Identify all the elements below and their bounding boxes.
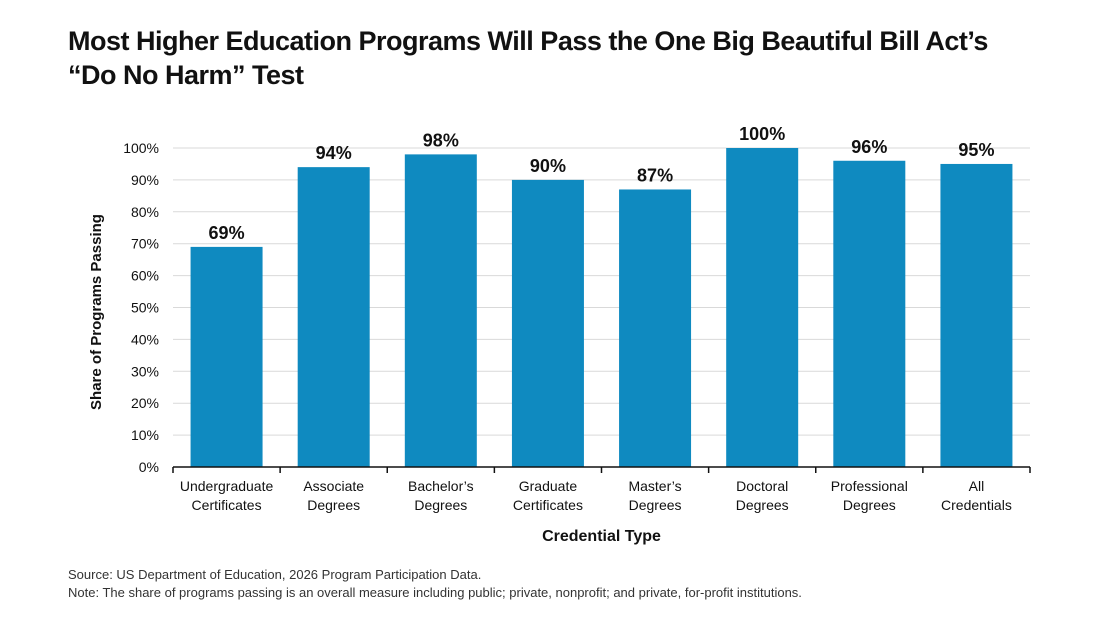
bar-chart: 0% 10% 20% 30% 40% 50% 60% 70% 80% 90% 100% Share o… [88,124,1031,545]
bar [404,154,477,467]
chart-footer: Source: US Department of Education, 2026… [68,566,802,602]
x-tick-label: Associate [303,478,364,494]
bar [833,160,906,467]
x-tick-label: Degrees [629,497,682,513]
bar-value-label: 98% [423,130,459,150]
y-tick-label: 30% [131,363,159,379]
x-tick-label: Degrees [736,497,789,513]
y-tick-label: 80% [131,204,159,220]
bar [190,246,263,467]
x-tick-label: Certificates [192,497,262,513]
x-tick-label: Degrees [414,497,467,513]
bar [940,163,1013,467]
y-tick-label: 20% [131,395,159,411]
x-tick-label: Certificates [513,497,583,513]
bar [511,179,584,467]
x-tick-label: Doctoral [736,478,788,494]
x-tick-label: Credentials [941,497,1012,513]
y-tick-label: 50% [131,300,159,316]
x-tick-label: Professional [831,478,908,494]
y-tick-label: 90% [131,172,159,188]
x-tick-label: Undergraduate [180,478,274,494]
source-note: Source: US Department of Education, 2026… [68,567,482,582]
x-tick-label: Degrees [307,497,360,513]
bar-value-label: 100% [739,124,785,144]
y-tick-label: 70% [131,236,159,252]
y-axis-title: Share of Programs Passing [88,214,105,410]
bar-value-label: 90% [530,156,566,176]
x-tick-label: Bachelor’s [408,478,474,494]
bar [297,167,370,467]
y-tick-label: 10% [131,427,159,443]
bar [726,148,799,467]
y-tick-label: 40% [131,331,159,347]
methodology-note: Note: The share of programs passing is a… [68,585,802,600]
y-tick-label: 100% [123,140,159,156]
bar-value-label: 87% [637,165,673,185]
chart-title-line-2: “Do No Harm” Test [68,60,304,90]
chart-title-line-1: Most Higher Education Programs Will Pass… [68,26,988,56]
x-tick-label: Master’s [628,478,681,494]
y-tick-label: 0% [139,459,159,475]
bar-value-label: 94% [316,143,352,163]
y-tick-label: 60% [131,268,159,284]
x-tick-label: Graduate [519,478,578,494]
bar-value-label: 69% [209,223,245,243]
bar [619,189,692,467]
x-tick-label: All [969,478,985,494]
chart-title: Most Higher Education Programs Will Pass… [68,24,1068,92]
x-axis-title: Credential Type [542,528,661,545]
x-tick-label: Degrees [843,497,896,513]
bar-value-label: 95% [958,140,994,160]
bar-value-label: 96% [851,137,887,157]
